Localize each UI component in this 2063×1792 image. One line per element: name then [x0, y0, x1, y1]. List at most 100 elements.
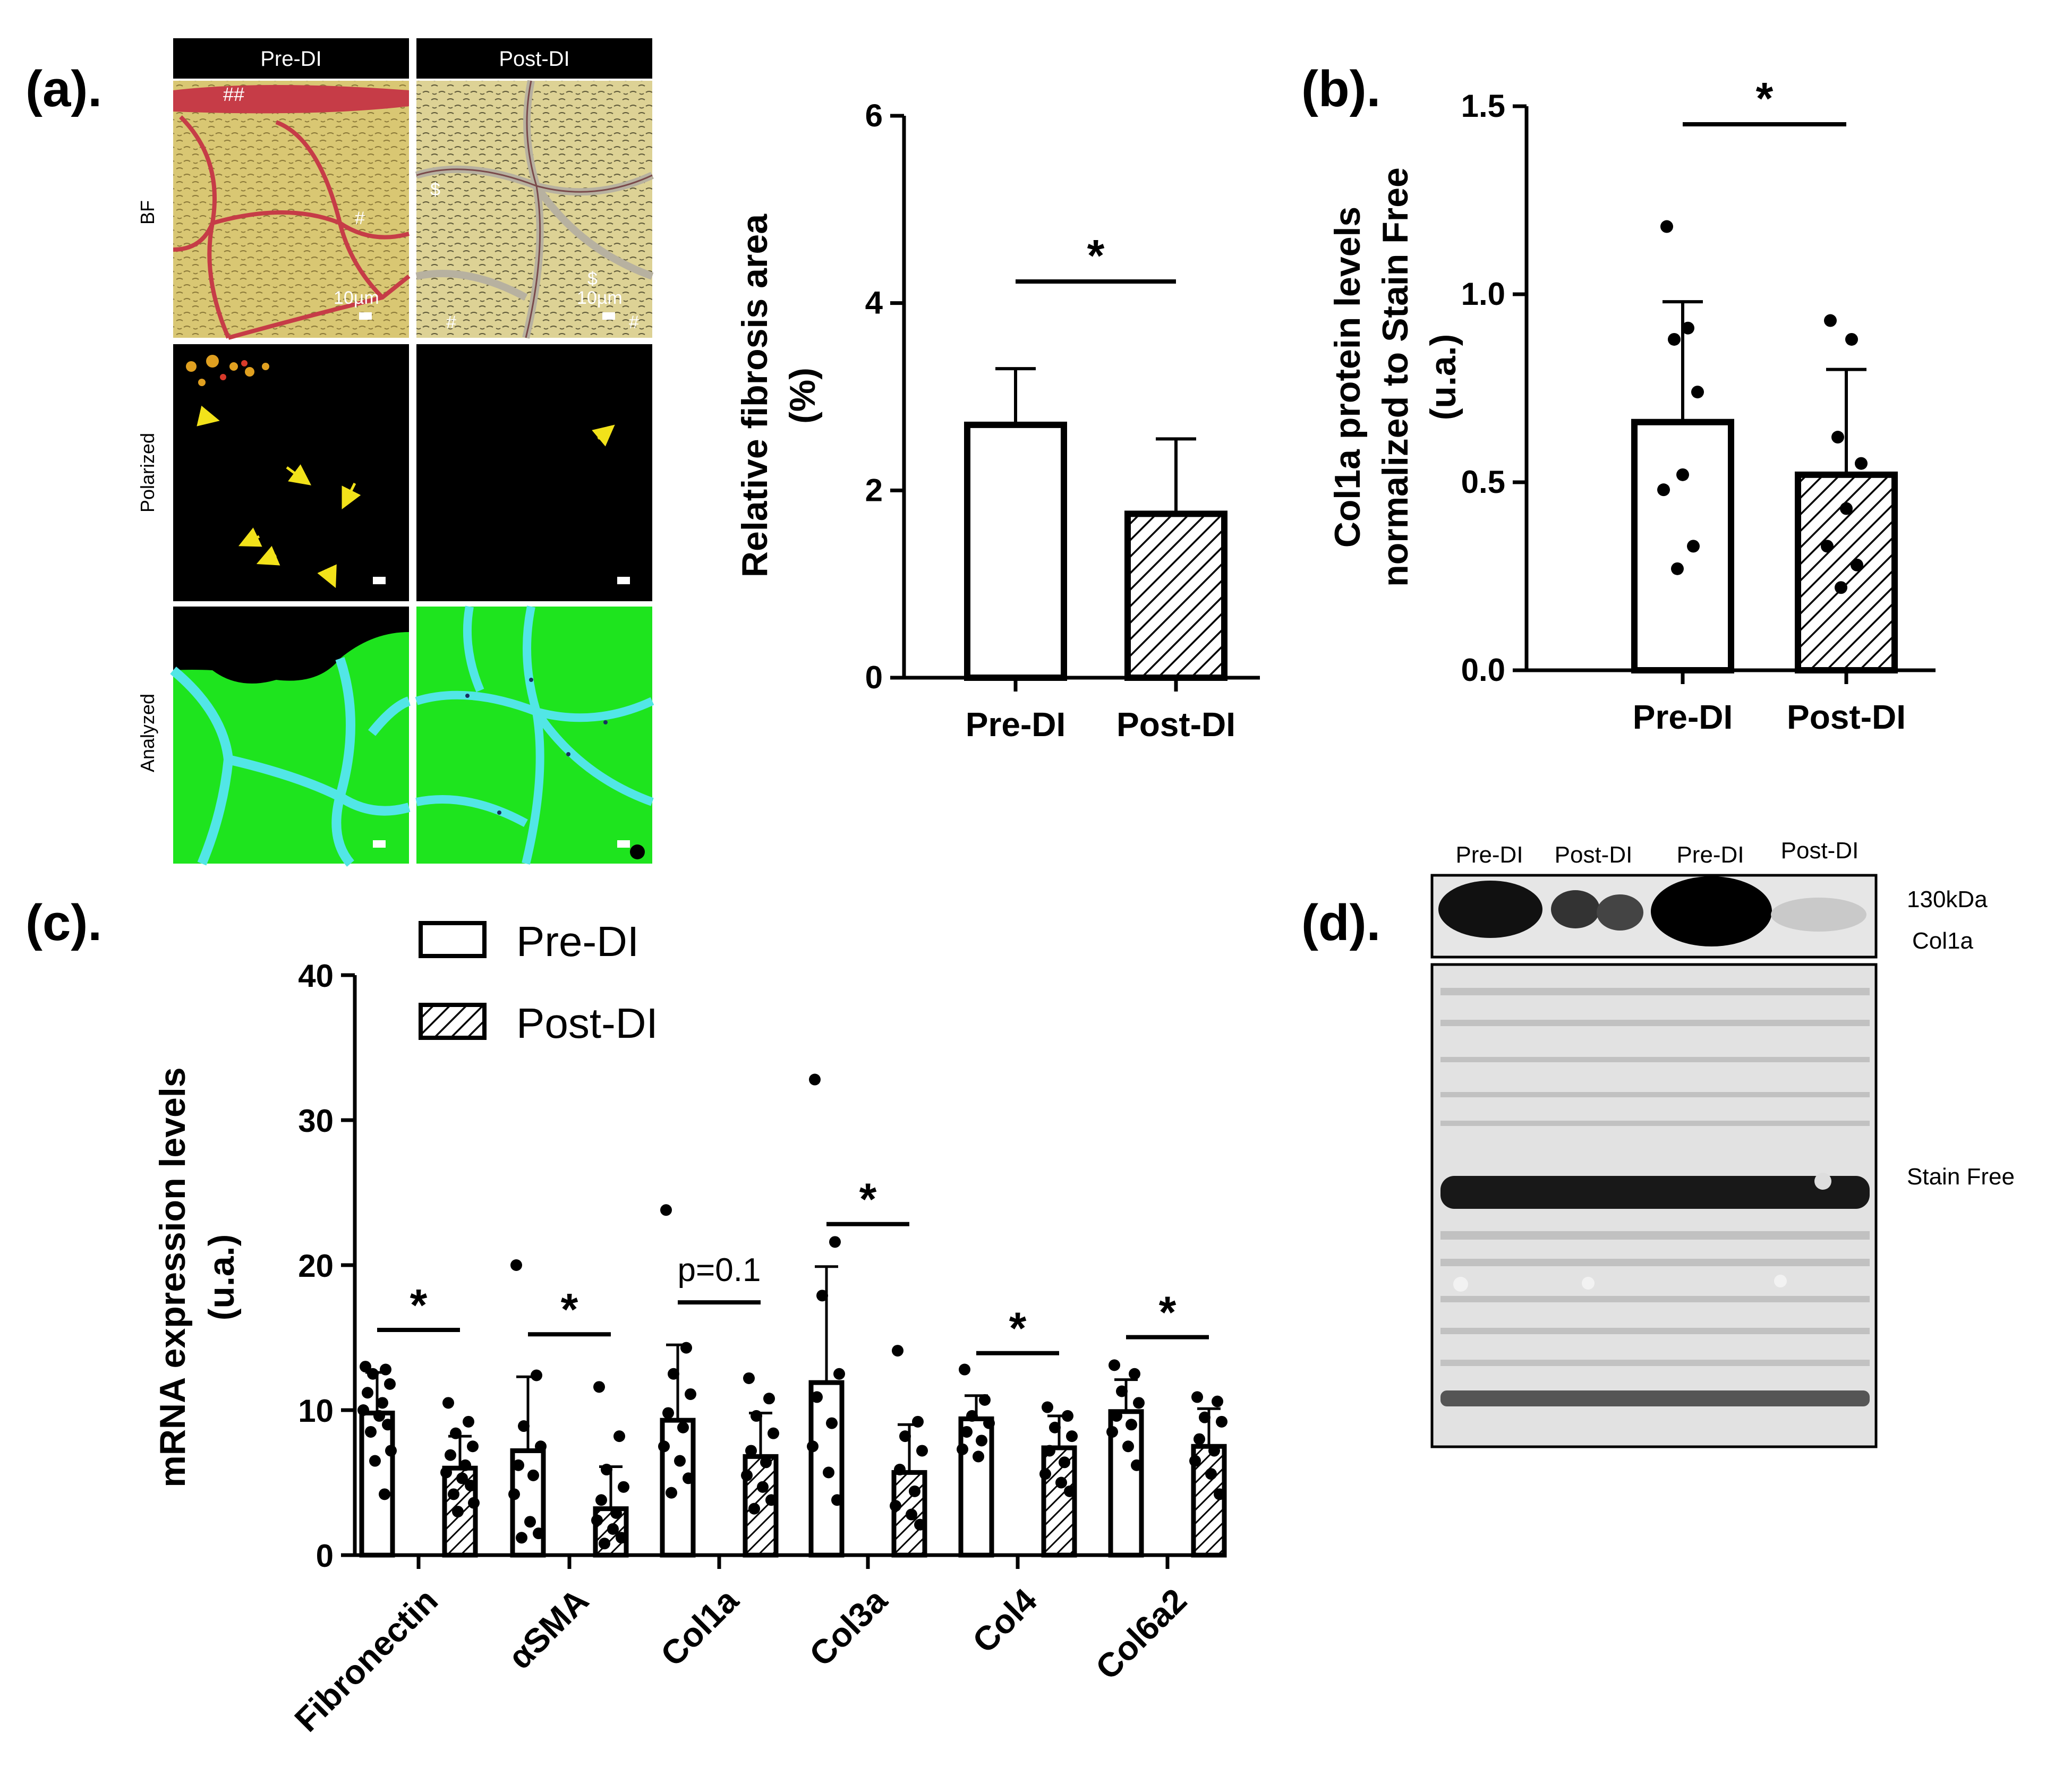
data-point	[757, 1481, 769, 1493]
y-tick-label: 2	[865, 472, 883, 508]
data-point	[452, 1506, 464, 1518]
data-point	[1205, 1468, 1217, 1480]
data-point	[1129, 1368, 1140, 1380]
row-label-analyzed: Analyzed	[137, 694, 158, 772]
data-point	[533, 1528, 544, 1540]
chart-b-ylabel-line-1: Col1a protein levels	[1327, 207, 1368, 548]
bar-post-di	[1124, 510, 1227, 681]
bf-pre-di-mark-hash: #	[355, 208, 365, 228]
bf-post-di-scale-label: 10µm	[577, 288, 623, 308]
data-point	[365, 1426, 377, 1438]
data-point	[456, 1472, 468, 1484]
blot-lower-band	[1440, 1390, 1870, 1406]
data-point	[957, 1443, 968, 1455]
significance-star: *	[1159, 1287, 1177, 1337]
blot-lane-label-2: Post-DI	[1555, 842, 1633, 868]
data-point	[527, 1469, 539, 1481]
data-point	[595, 1494, 607, 1506]
data-point	[916, 1445, 928, 1457]
data-point	[382, 1419, 394, 1431]
polarized-post-di-image	[416, 344, 652, 601]
bf-post-di-mark-hash-1: #	[446, 312, 456, 332]
data-point	[823, 1466, 834, 1479]
column-header-post-di: Post-DI	[499, 47, 569, 71]
data-point	[745, 1445, 757, 1457]
data-point	[1109, 1359, 1120, 1371]
data-point	[445, 1449, 456, 1461]
x-tick-label: Pre-DI	[966, 705, 1066, 744]
data-point	[765, 1494, 777, 1506]
y-tick-label: 4	[865, 285, 883, 321]
data-point	[741, 1469, 753, 1481]
data-point	[1122, 1440, 1134, 1453]
data-point	[369, 1455, 381, 1467]
data-point	[468, 1497, 480, 1509]
significance-star: *	[1087, 231, 1105, 280]
significance-star: *	[1756, 73, 1774, 123]
data-point	[1133, 1397, 1145, 1409]
data-point	[973, 1450, 984, 1463]
data-point	[1824, 314, 1837, 327]
data-point	[809, 1073, 821, 1086]
data-point	[743, 1372, 755, 1384]
blot-lane-label-4: Post-DI	[1781, 838, 1859, 864]
blot-size-label: 130kDa	[1907, 886, 1988, 912]
data-point	[680, 1342, 692, 1354]
data-point	[1691, 386, 1704, 399]
bf-post-di-image: $ $ # # 10µm	[415, 80, 654, 339]
data-point	[674, 1455, 686, 1467]
data-point	[961, 1426, 973, 1438]
chart-c-ylabel-line-1: mRNA expression levels	[152, 1067, 193, 1487]
x-tick-label: Post-DI	[1787, 698, 1906, 736]
data-point	[510, 1259, 522, 1271]
data-point	[763, 1393, 775, 1405]
data-point	[685, 1388, 696, 1400]
data-point	[1064, 1485, 1076, 1497]
blot-lane-label-1: Pre-DI	[1455, 842, 1523, 868]
data-point	[909, 1485, 920, 1497]
bf-post-di-scale-bar	[602, 312, 615, 320]
data-point	[677, 1421, 689, 1433]
data-point	[467, 1440, 479, 1453]
data-point	[912, 1415, 924, 1428]
data-point	[660, 1204, 672, 1216]
data-point	[899, 1430, 911, 1443]
data-point	[1687, 540, 1700, 553]
data-point	[607, 1523, 619, 1535]
y-tick-label: 1.0	[1461, 276, 1505, 312]
data-point	[906, 1508, 917, 1521]
data-point	[593, 1381, 605, 1393]
data-point	[601, 1463, 612, 1475]
data-point	[1059, 1456, 1070, 1469]
chart-b-ylabel-line-3: (u.a.)	[1423, 334, 1463, 420]
data-point	[360, 1361, 371, 1373]
data-point	[465, 1479, 476, 1491]
data-point	[668, 1368, 679, 1380]
bf-pre-di-scale-label: 10µm	[334, 288, 379, 308]
data-point	[516, 1532, 527, 1544]
data-point	[683, 1472, 694, 1484]
data-point	[1055, 1477, 1067, 1489]
data-point	[1111, 1410, 1122, 1422]
data-point	[384, 1378, 396, 1390]
y-tick-label: 30	[298, 1103, 334, 1139]
chart-b-ylabel-line-2: normalized to Stain Free	[1375, 167, 1416, 587]
data-point	[1049, 1421, 1061, 1433]
data-point	[1214, 1488, 1225, 1500]
data-point	[1131, 1459, 1143, 1471]
bf-pre-di-scale-bar	[359, 312, 372, 320]
y-tick-label: 6	[865, 98, 883, 133]
x-tick-label: Col4	[965, 1581, 1044, 1660]
polarized-pre-di-image	[173, 344, 409, 601]
bar-pre-di	[964, 421, 1067, 681]
legend-label-post-di: Post-DI	[516, 1000, 658, 1047]
data-point	[450, 1427, 462, 1439]
data-point	[1191, 1391, 1203, 1403]
data-point	[1062, 1410, 1073, 1422]
data-point	[662, 1407, 674, 1419]
data-point	[1116, 1385, 1128, 1397]
data-point	[1042, 1401, 1053, 1413]
data-point	[379, 1488, 390, 1500]
bf-post-di-mark-dollar-2: $	[587, 269, 598, 289]
data-point	[448, 1488, 459, 1500]
